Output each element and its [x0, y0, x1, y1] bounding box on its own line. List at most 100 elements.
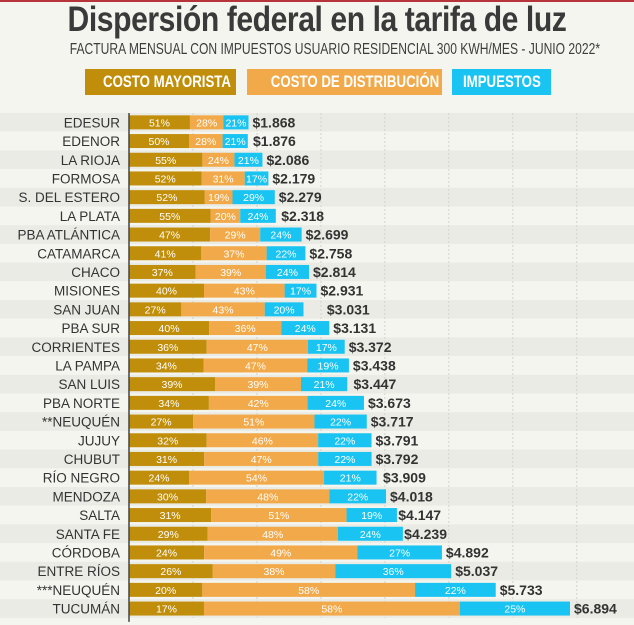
bar-segment-distribucion — [203, 358, 308, 373]
bar-segment-impuestos — [314, 414, 367, 429]
bar-segment-distribucion — [195, 264, 266, 279]
bar-segment-distribucion — [209, 321, 282, 336]
bar-segment-impuestos — [346, 508, 397, 523]
category-label: PBA NORTE — [43, 396, 120, 411]
bar-total-label: $3.909 — [383, 470, 426, 486]
bar-pct-label: 20% — [155, 585, 176, 597]
legend-label: COSTO DE DISTRIBUCIÓN — [270, 72, 440, 91]
bar-pct-label: 22% — [347, 491, 368, 503]
category-label: EDESUR — [64, 115, 121, 130]
bar-pct-label: 21% — [314, 379, 335, 391]
bar-pct-label: 39% — [220, 267, 241, 279]
bar-pct-label: 48% — [257, 491, 278, 503]
category-label: MISIONES — [54, 284, 120, 299]
bar-segment-distribucion — [181, 302, 265, 317]
legend-item-impuestos: IMPUESTOS — [452, 69, 551, 95]
bar-segment-mayorista — [129, 190, 205, 205]
bar-segment-distribucion — [189, 134, 223, 149]
bar-pct-label: 52% — [155, 173, 176, 185]
category-label: ENTRE RÍOS — [37, 564, 120, 579]
bar-segment-distribucion — [206, 433, 319, 448]
bar-segment-distribucion — [203, 601, 460, 616]
bar-segment-distribucion — [201, 171, 245, 186]
bar-pct-label: 19% — [318, 360, 339, 372]
bar-pct-label: 20% — [274, 304, 295, 316]
category-label: **NEUQUÉN — [42, 415, 120, 430]
bar-segment-mayorista — [129, 321, 210, 336]
bar-total-label: $6.894 — [574, 601, 617, 617]
bar-total-label: $4.018 — [390, 488, 433, 504]
category-label: CHUBUT — [64, 452, 120, 467]
bar-segment-impuestos — [335, 564, 452, 579]
bar-pct-label: 49% — [270, 547, 291, 559]
bar-pct-label: 52% — [156, 192, 177, 204]
bar-segment-mayorista — [129, 526, 208, 541]
bar-total-label: $5.733 — [500, 582, 543, 598]
bar-segment-mayorista — [129, 264, 196, 279]
bar-pct-label: 19% — [361, 510, 382, 522]
bar-total-label: $3.031 — [327, 301, 370, 317]
bar-pct-label: 47% — [251, 454, 272, 466]
bar-pct-label: 54% — [246, 473, 267, 485]
bar-segment-mayorista — [129, 414, 194, 429]
bar-pct-label: 31% — [213, 173, 234, 185]
bar-pct-label: 51% — [149, 117, 170, 129]
bar-pct-label: 40% — [159, 323, 180, 335]
bar-pct-label: 38% — [263, 566, 284, 578]
bar-pct-label: 24% — [325, 398, 346, 410]
bar-segment-mayorista — [129, 377, 215, 392]
category-label: ***NEUQUÉN — [37, 583, 120, 598]
bar-total-label: $3.673 — [368, 395, 411, 411]
bar-segment-impuestos — [244, 171, 269, 186]
bar-segment-impuestos — [357, 545, 442, 560]
bar-pct-label: 22% — [276, 248, 297, 260]
bar-segment-distribucion — [204, 451, 319, 466]
bar-pct-label: 37% — [152, 267, 173, 279]
bar-segment-impuestos — [324, 470, 377, 485]
bar-segment-impuestos — [318, 433, 372, 448]
category-label: SAN LUIS — [58, 377, 120, 392]
bar-pct-label: 43% — [213, 304, 234, 316]
bar-segment-impuestos — [260, 227, 302, 242]
bar-total-label: $3.438 — [353, 357, 396, 373]
bar-pct-label: 20% — [215, 211, 236, 223]
bar-segment-mayorista — [129, 134, 190, 149]
bar-total-label: $3.372 — [349, 339, 392, 355]
bar-segment-distribucion — [207, 526, 338, 541]
category-label: CÓRDOBA — [52, 545, 120, 560]
bar-pct-label: 48% — [262, 529, 283, 541]
bar-total-label: $4.147 — [398, 507, 441, 523]
bar-pct-label: 19% — [208, 192, 229, 204]
bar-segment-mayorista — [129, 227, 211, 242]
bar-segment-distribucion — [202, 582, 416, 597]
bar-total-label: $1.876 — [253, 133, 296, 149]
category-label: EDENOR — [62, 134, 120, 149]
category-label: LA PLATA — [60, 209, 120, 224]
bar-segment-impuestos — [232, 190, 275, 205]
bar-pct-label: 51% — [243, 417, 264, 429]
bar-segment-impuestos — [265, 264, 310, 279]
category-label: TUCUMÁN — [53, 602, 121, 617]
bar-segment-distribucion — [214, 377, 301, 392]
bar-pct-label: 39% — [161, 379, 182, 391]
category-label: RÍO NEGRO — [43, 471, 120, 486]
bar-segment-impuestos — [300, 377, 348, 392]
legend-item-distribucion: COSTO DE DISTRIBUCIÓN — [247, 69, 442, 95]
bar-segment-distribucion — [193, 414, 315, 429]
bar-pct-label: 47% — [247, 342, 268, 354]
bar-segment-mayorista — [129, 283, 204, 298]
bar-pct-label: 21% — [225, 117, 246, 129]
chart-title: Dispersión federal en la tarifa de luz — [67, 0, 567, 39]
bar-pct-label: 26% — [160, 566, 181, 578]
bar-pct-label: 24% — [208, 155, 229, 167]
bar-segment-impuestos — [307, 358, 349, 373]
bar-segment-impuestos — [308, 339, 345, 354]
bar-pct-label: 39% — [247, 379, 268, 391]
bar-pct-label: 47% — [245, 360, 266, 372]
bar-pct-label: 21% — [225, 136, 246, 148]
bar-pct-label: 17% — [156, 604, 177, 616]
bar-segment-mayorista — [129, 489, 207, 504]
bar-pct-label: 30% — [157, 491, 178, 503]
bar-pct-label: 21% — [238, 155, 259, 167]
